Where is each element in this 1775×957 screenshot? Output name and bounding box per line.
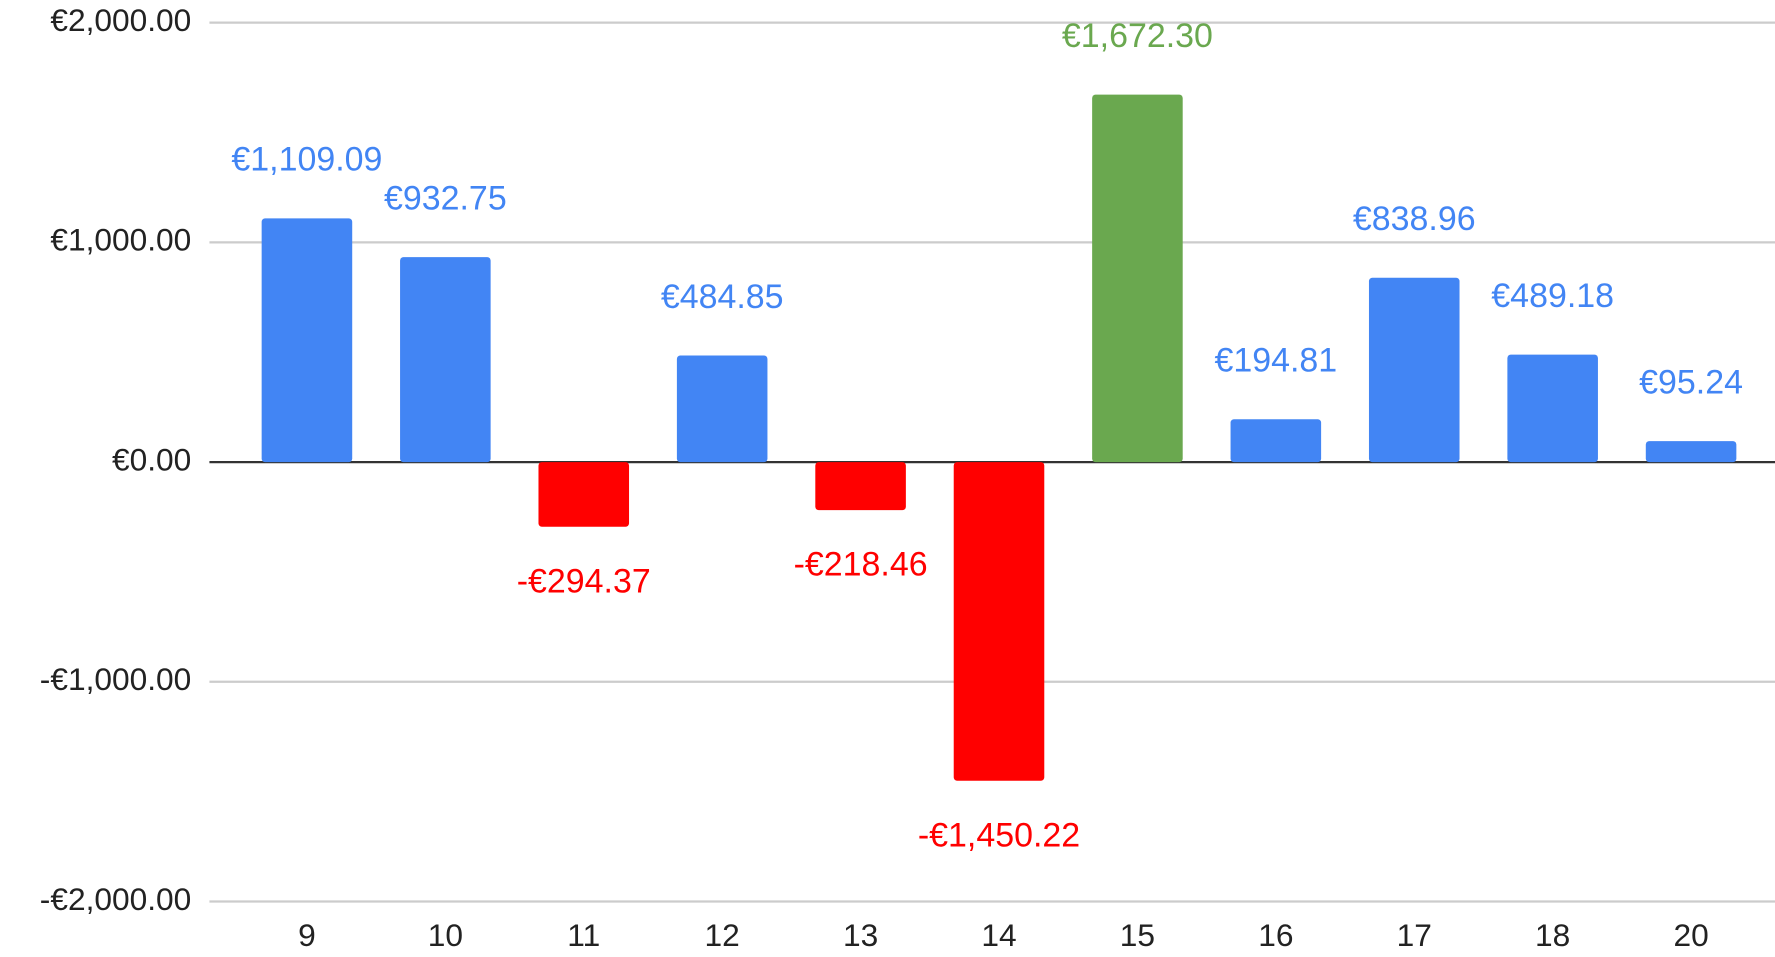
- data-label: €838.96: [1353, 200, 1476, 238]
- bar: [261, 218, 353, 463]
- data-label: €1,672.30: [1062, 17, 1213, 55]
- bar: [1230, 419, 1322, 463]
- bar: [1368, 277, 1460, 463]
- y-tick-label: €1,000.00: [50, 222, 191, 258]
- data-label: -€218.46: [794, 546, 928, 584]
- y-tick-label: -€2,000.00: [40, 881, 191, 917]
- bar: [1645, 441, 1737, 463]
- x-tick-label: 20: [1673, 917, 1708, 953]
- data-label: -€294.37: [517, 562, 651, 600]
- bar: [815, 462, 906, 511]
- bar: [1092, 94, 1183, 463]
- bar: [400, 257, 491, 463]
- x-tick-label: 16: [1258, 917, 1293, 953]
- y-tick-label: -€1,000.00: [40, 661, 191, 697]
- bar: [676, 355, 768, 463]
- x-tick-label: 15: [1120, 917, 1155, 953]
- x-tick-label: 14: [981, 917, 1016, 953]
- bar: [953, 462, 1045, 781]
- x-tick-label: 10: [428, 917, 463, 953]
- x-tick-label: 18: [1535, 917, 1570, 953]
- x-tick-label: 13: [843, 917, 878, 953]
- data-label: €1,109.09: [231, 141, 382, 179]
- x-tick-label: 11: [567, 917, 600, 953]
- data-label: €484.85: [661, 278, 784, 316]
- data-label: €489.18: [1491, 277, 1614, 315]
- data-label: €932.75: [384, 179, 507, 217]
- bar: [538, 462, 630, 527]
- data-label: €194.81: [1214, 342, 1337, 380]
- x-tick-label: 12: [705, 917, 740, 953]
- bar: [1507, 354, 1598, 463]
- data-label: €95.24: [1639, 363, 1743, 401]
- y-tick-label: €2,000.00: [50, 2, 191, 38]
- data-label: -€1,450.22: [918, 816, 1080, 854]
- y-tick-label: €0.00: [112, 441, 191, 477]
- x-tick-label: 17: [1397, 917, 1432, 953]
- x-tick-label: 9: [298, 917, 316, 953]
